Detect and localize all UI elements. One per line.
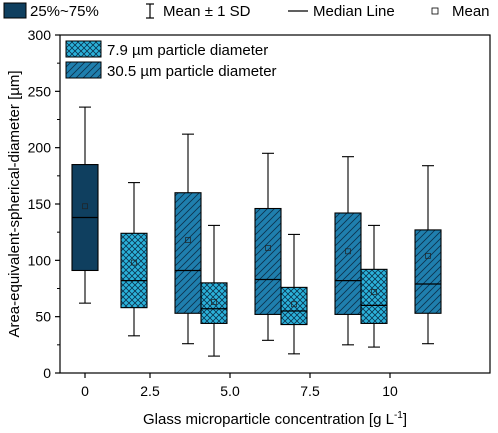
iqr-box: [334, 212, 362, 315]
x-tick-label: 2.5: [140, 383, 160, 399]
box-group: [120, 182, 148, 337]
box-group: [360, 224, 388, 348]
mean-marker: [82, 203, 88, 210]
box-group: [280, 233, 308, 355]
y-tick-label: 150: [28, 196, 52, 212]
mean-marker: [291, 301, 297, 308]
legend-mean-label: Mean: [452, 3, 490, 20]
x-tick-label: 7.5: [300, 383, 320, 399]
mean-marker: [265, 245, 271, 251]
mean-marker: [131, 259, 137, 266]
y-tick-label: 200: [28, 140, 52, 156]
mean-marker: [371, 289, 377, 295]
iqr-box: [280, 286, 308, 326]
x-tick-label: 10: [382, 383, 398, 399]
legend-box-label: 25%~75%: [30, 3, 99, 20]
plot-frame: [59, 34, 491, 374]
mean-marker: [345, 248, 351, 255]
y-tick-label: 50: [35, 309, 51, 325]
x-tick-label: 0: [81, 383, 89, 399]
iqr-box: [360, 268, 388, 324]
legend-label-7-9um: 7.9 µm particle diameter: [107, 42, 268, 59]
legend-swatch-30-5um: [65, 61, 102, 79]
mean-marker: [425, 252, 431, 259]
x-axis-title: Glass microparticle concentration [g L-1…: [143, 410, 407, 428]
legend-label-30-5um: 30.5 µm particle diameter: [107, 63, 277, 80]
legend-box-swatch: [3, 2, 27, 19]
box-series: [71, 106, 442, 357]
mean-marker: [211, 299, 217, 305]
iqr-box: [120, 232, 148, 309]
y-tick-label: 0: [43, 365, 51, 381]
legend-whisker-symbol: [146, 3, 154, 19]
iqr-box: [174, 192, 202, 314]
x-axis-title-main: Glass microparticle concentration [g L: [143, 411, 394, 428]
y-tick-label: 100: [28, 252, 52, 268]
box-group: [71, 106, 99, 304]
box-group: [174, 133, 202, 345]
legend-median-label: Median Line: [313, 3, 395, 20]
x-axis: 0 2.5 5.0 7.5 10: [81, 373, 398, 399]
iqr-box: [414, 229, 442, 314]
series-legend: 7.9 µm particle diameter 30.5 µm particl…: [65, 40, 277, 80]
box-group: [414, 165, 442, 345]
y-axis-title: Area-equivalent-spherical-diameter [µm]: [6, 70, 23, 337]
legend-swatch-7-9um: [65, 40, 102, 58]
legend-mean-symbol: [431, 7, 439, 15]
top-legend: 25%~75% Mean ± 1 SD Median Line Mean: [3, 2, 490, 20]
x-axis-title-suffix: ]: [403, 411, 407, 428]
y-axis: 0 50 100 150 200 250 300: [28, 27, 60, 381]
box-group: [254, 152, 282, 341]
mean-marker: [185, 237, 191, 243]
iqr-box: [254, 207, 282, 315]
iqr-box: [200, 282, 228, 324]
box-group: [334, 156, 362, 346]
y-tick-label: 300: [28, 27, 52, 43]
x-tick-label: 5.0: [220, 383, 240, 399]
y-tick-label: 250: [28, 83, 52, 99]
x-axis-title-superscript: -1: [394, 410, 403, 421]
legend-whisker-label: Mean ± 1 SD: [163, 3, 251, 20]
box-group: [200, 224, 228, 357]
